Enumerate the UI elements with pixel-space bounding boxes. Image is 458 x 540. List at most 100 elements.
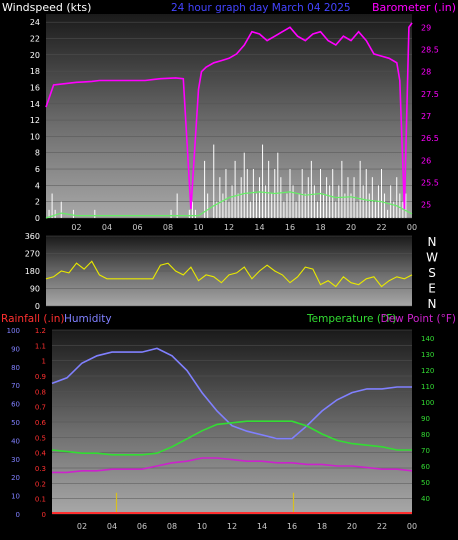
barometer-tick-label: 26 [421,156,431,165]
hour-tick-label: 18 [315,223,325,232]
degree-tick-label: 90 [30,285,40,294]
hour-tick-label: 20 [346,223,356,232]
hour-tick-label: 12 [224,223,234,232]
windspeed-tick-label: 6 [35,165,40,174]
hour-tick-label: 22 [376,223,386,232]
temperature-y-ticks: 40 50 60 70 80 90 100 110 120 130 140 [421,335,434,503]
temperature-tick-label: 70 [421,447,430,455]
humidity-tick-label: 70 [11,382,20,390]
windspeed-tick-label: 14 [30,100,40,109]
temperature-tick-label: 60 [421,463,430,471]
rainfall-tick-label: 0.8 [35,388,46,396]
rainfall-tick-label: 1.2 [35,327,46,335]
panel1-grid [46,21,412,219]
rainfall-tick-label: 0.6 [35,419,47,427]
humidity-tick-label: 0 [16,511,20,519]
degree-tick-label: 270 [25,250,40,259]
hour-tick-label: 08 [167,522,177,531]
windspeed-tick-label: 16 [30,83,40,92]
barometer-tick-label: 29 [421,23,431,32]
barometer-y-ticks: 25 25.5 26 26.5 27 27.5 28 28.5 29 [421,23,439,209]
hour-tick-label: 00 [407,522,417,531]
temperature-tick-label: 100 [421,399,434,407]
hour-tick-label: 18 [317,522,327,531]
hour-tick-label: 06 [137,522,147,531]
humidity-tick-label: 80 [11,364,20,372]
panel3-x-ticks: 02 04 06 08 10 12 14 16 18 20 22 00 [77,522,417,531]
humidity-tick-label: 10 [11,493,20,501]
hour-tick-label: 16 [287,522,297,531]
humidity-tick-label: 50 [11,419,20,427]
rainfall-tick-label: 0.3 [35,465,46,473]
hour-tick-label: 22 [377,522,387,531]
windspeed-axis-label: Windspeed (kts) [2,1,91,14]
windspeed-tick-label: 2 [35,198,40,207]
rainfall-tick-label: 0.1 [35,496,46,504]
windspeed-tick-label: 10 [30,132,40,141]
rainfall-tick-label: 1 [42,358,46,366]
temperature-tick-label: 110 [421,383,434,391]
windspeed-tick-label: 0 [35,214,40,223]
windspeed-tick-label: 8 [35,149,40,158]
direction-degree-ticks: 0 90 180 270 360 [25,232,40,311]
rainfall-tick-label: 0.7 [35,404,46,412]
humidity-line [51,347,412,440]
hour-tick-label: 04 [107,522,117,531]
compass-tick-label: N [428,297,437,311]
barometer-tick-label: 26.5 [421,134,439,143]
rainfall-axis-label: Rainfall (.in) [1,313,64,325]
windspeed-tick-label: 12 [30,116,40,125]
windspeed-tick-label: 24 [30,18,40,27]
temperature-tick-label: 40 [421,495,430,503]
humidity-axis-label: Humidity [64,313,112,325]
degree-tick-label: 360 [25,232,40,241]
barometer-tick-label: 28 [421,68,431,77]
compass-tick-label: S [428,266,436,280]
windspeed-tick-label: 20 [30,51,40,60]
hour-tick-label: 02 [77,522,87,531]
temperature-line [51,420,412,456]
rainfall-tick-label: 0.9 [35,373,46,381]
rainfall-tick-label: 0.5 [35,434,46,442]
windspeed-tick-label: 18 [30,67,40,76]
rain-daily-marks [115,492,295,512]
temperature-tick-label: 120 [421,367,434,375]
temperature-tick-label: 50 [421,479,430,487]
rainfall-tick-label: 1.1 [35,342,46,350]
temperature-axis-label: Temperature (°F) [306,313,396,325]
panel2-grid [46,235,412,307]
panel1-background [46,14,412,218]
hour-tick-label: 16 [285,223,295,232]
rainfall-tick-label: 0.4 [35,450,47,458]
panel1-x-ticks: 02 04 06 08 10 12 14 16 18 20 22 00 [71,223,417,232]
barometer-tick-label: 28.5 [421,45,439,54]
humidity-tick-label: 100 [7,327,20,335]
temperature-tick-label: 80 [421,431,430,439]
hour-tick-label: 04 [102,223,112,232]
barometer-tick-label: 25.5 [421,179,439,188]
barometer-tick-label: 27 [421,112,431,121]
hour-tick-label: 10 [193,223,203,232]
degree-tick-label: 0 [35,302,40,311]
temperature-tick-label: 130 [421,351,434,359]
compass-tick-label: W [426,251,438,265]
windspeed-tick-label: 22 [30,34,40,43]
hour-tick-label: 02 [71,223,81,232]
wind-average-line [45,191,413,219]
humidity-tick-label: 60 [11,401,20,409]
windspeed-bars [48,144,407,218]
hour-tick-label: 08 [163,223,173,232]
temperature-tick-label: 90 [421,415,430,423]
humidity-tick-label: 40 [11,437,20,445]
barometer-axis-label: Barometer (.in) [372,1,456,14]
degree-tick-label: 180 [25,267,40,276]
barometer-tick-label: 27.5 [421,90,439,99]
compass-tick-label: E [428,282,436,296]
barometer-tick-label: 25 [421,201,431,210]
humidity-tick-label: 90 [11,345,20,353]
hour-tick-label: 06 [132,223,142,232]
wind-direction-line [45,260,413,288]
